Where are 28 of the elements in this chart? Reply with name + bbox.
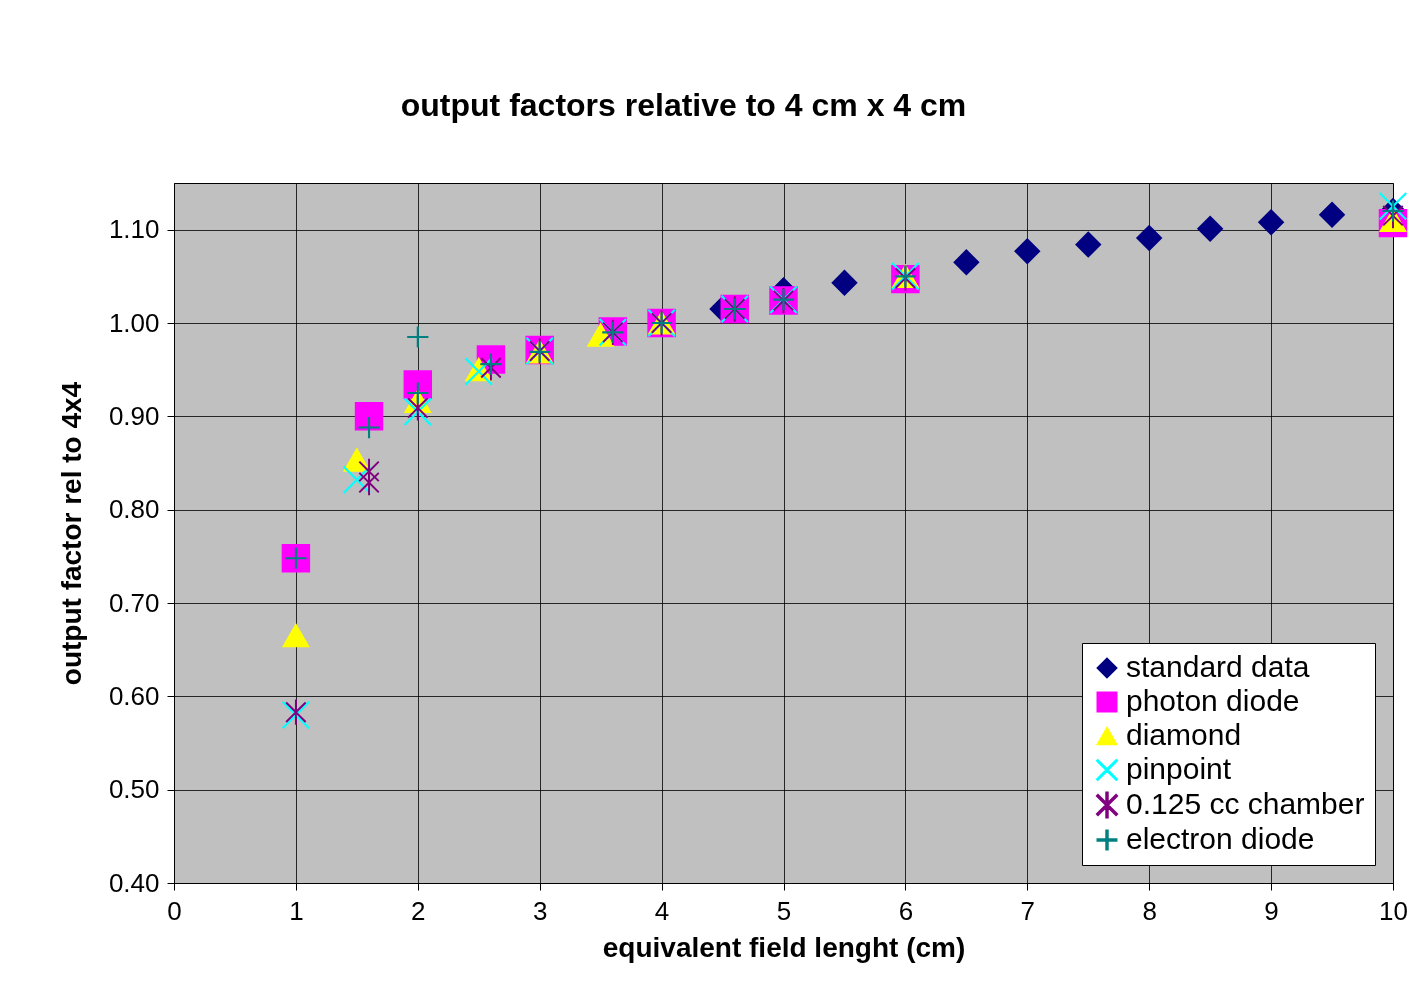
legend-label: standard data: [1126, 650, 1310, 683]
y-tick-label: 0.50: [108, 774, 160, 805]
legend-label: electron diode: [1126, 822, 1315, 855]
y-axis-title: output factor rel to 4x4: [55, 381, 87, 686]
x-tick-label: 5: [776, 895, 792, 926]
x-tick-label: 7: [1020, 895, 1036, 926]
legend-label: photon diode: [1126, 684, 1300, 717]
x-tick-label: 1: [289, 895, 304, 926]
x-tick-label: 6: [898, 895, 914, 926]
x-tick-label: 8: [1142, 895, 1157, 926]
x-tick-label: 3: [532, 895, 548, 926]
x-tick-label: 0: [167, 895, 182, 926]
x-tick-label: 10: [1379, 895, 1408, 926]
legend-label: pinpoint: [1126, 752, 1232, 785]
y-tick-label: 0.60: [108, 680, 160, 711]
y-tick-label: 0.40: [108, 867, 160, 898]
legend-label: 0.125 cc chamber: [1126, 787, 1365, 820]
chart-title: output factors relative to 4 cm x 4 cm: [400, 87, 967, 123]
x-tick-label: 9: [1264, 895, 1279, 926]
legend-label: diamond: [1126, 718, 1242, 751]
y-tick-label: 0.70: [108, 587, 160, 618]
x-axis-title: equivalent field lenght (cm): [602, 931, 966, 963]
y-tick-label: 0.90: [108, 400, 160, 431]
y-tick-label: 0.80: [108, 494, 160, 525]
y-tick-label: 1.10: [108, 214, 160, 245]
y-tick-label: 1.00: [108, 307, 160, 338]
x-tick-label: 2: [411, 895, 426, 926]
x-tick-label: 4: [654, 895, 670, 926]
